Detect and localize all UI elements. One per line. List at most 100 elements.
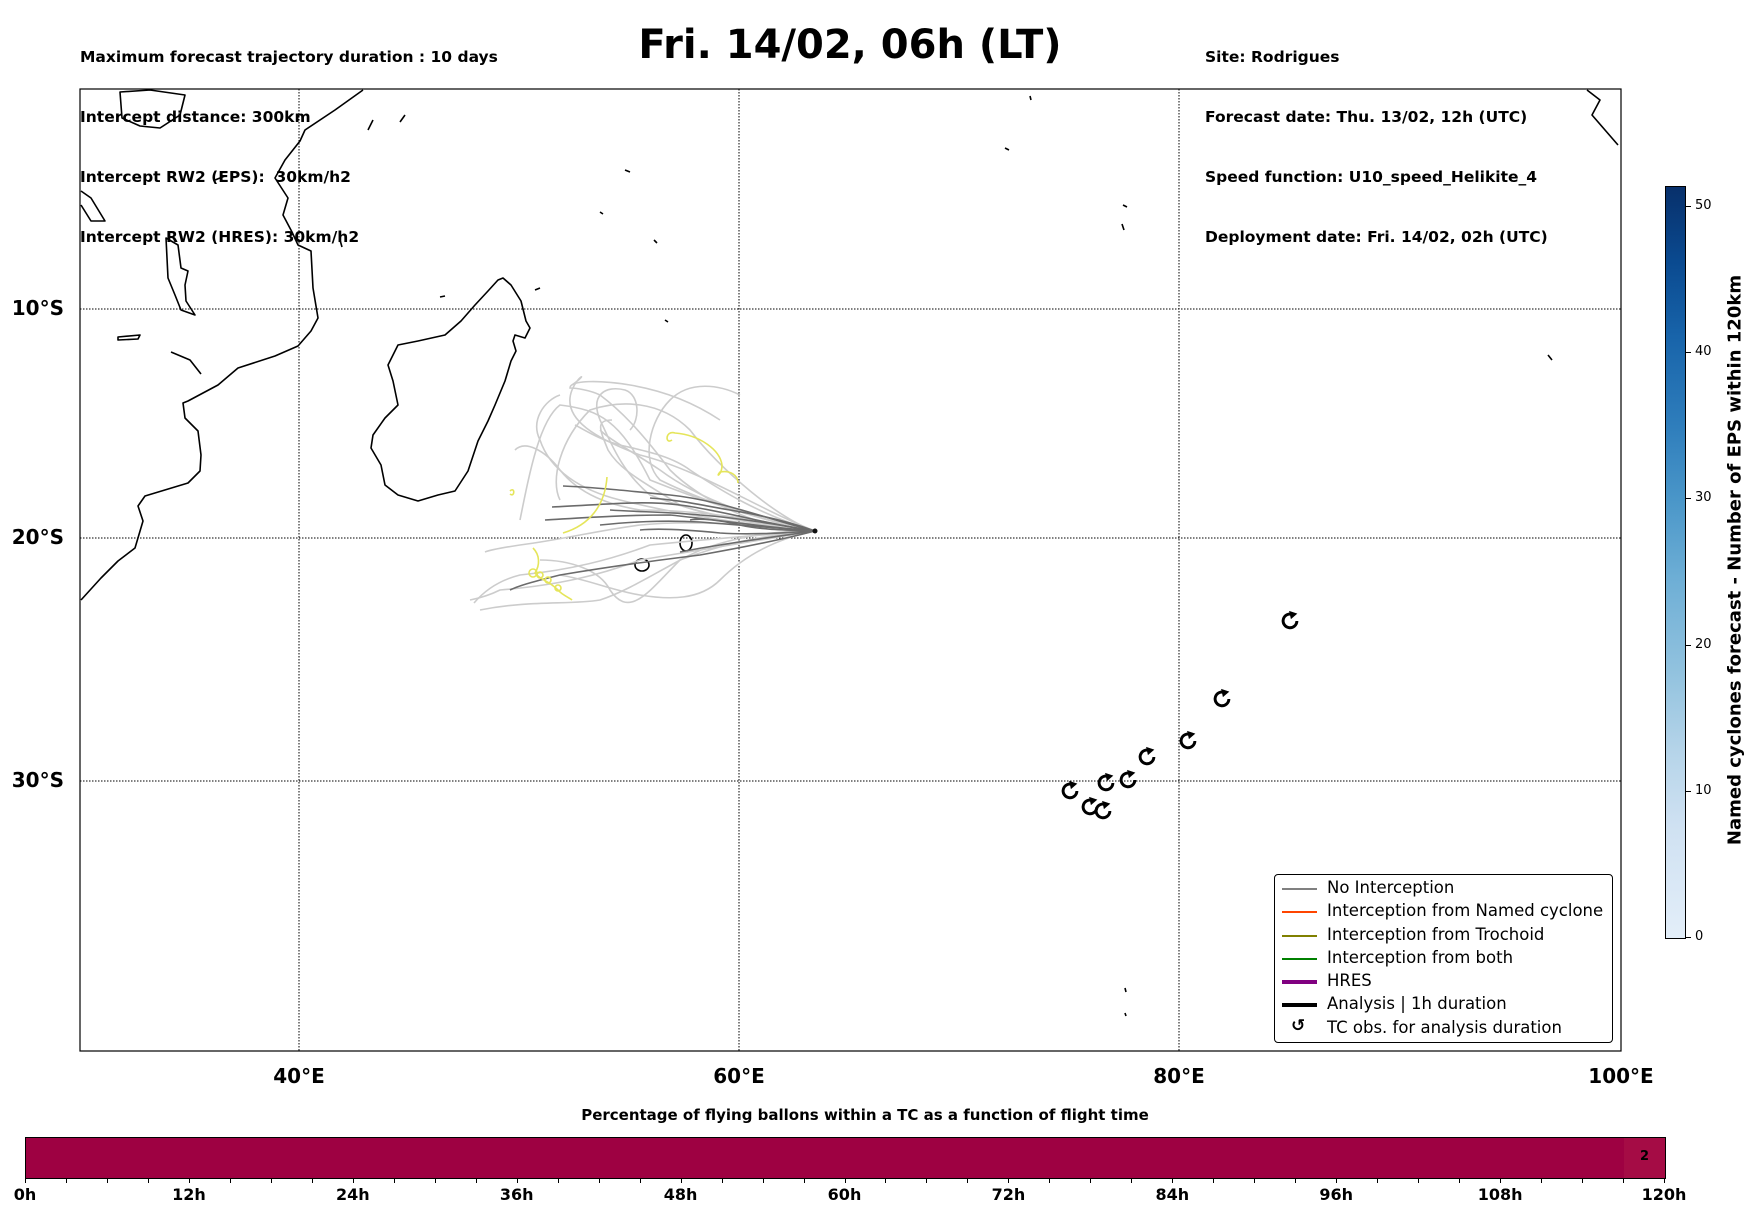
lake-kariba bbox=[170, 351, 202, 375]
axis-tick bbox=[721, 1178, 723, 1183]
trajectories-yellow bbox=[509, 431, 739, 601]
axis-tick bbox=[1336, 1178, 1338, 1183]
axis-tick bbox=[393, 1178, 395, 1183]
axis-tick bbox=[1295, 1178, 1297, 1183]
coastlines bbox=[80, 89, 1619, 1017]
colorbar-tick bbox=[1686, 790, 1691, 792]
colorbar-tick-label: 40 bbox=[1695, 344, 1712, 360]
small-islands bbox=[534, 147, 1010, 323]
axis-tick-label: 120h bbox=[1641, 1185, 1687, 1204]
flight-time-bar: 2 bbox=[25, 1137, 1666, 1179]
axis-tick bbox=[147, 1178, 149, 1183]
colorbar-tick bbox=[1686, 644, 1691, 646]
axis-tick bbox=[967, 1178, 969, 1183]
colorbar-tick bbox=[1686, 498, 1691, 500]
axis-tick bbox=[1623, 1178, 1625, 1183]
tc-obs-icon bbox=[1061, 779, 1079, 800]
colorbar bbox=[1665, 186, 1686, 939]
trajectories-light bbox=[469, 376, 816, 611]
legend-item-no-interception: No Interception bbox=[1275, 877, 1612, 899]
tc-obs-icon: ↺ bbox=[1291, 1016, 1306, 1036]
legend-item-trochoid: Interception from Trochoid bbox=[1275, 924, 1612, 946]
axis-tick bbox=[639, 1178, 641, 1183]
legend-item-both: Interception from both bbox=[1275, 947, 1612, 969]
speed-function-text: Speed function: U10_speed_Helikite_4 bbox=[1205, 168, 1538, 186]
lat-label-10s: 10°S bbox=[11, 296, 64, 320]
mauritius bbox=[679, 534, 693, 552]
legend-line bbox=[1282, 911, 1317, 913]
axis-tick-label: 60h bbox=[827, 1185, 862, 1204]
axis-tick bbox=[557, 1178, 559, 1183]
axis-tick-label: 36h bbox=[499, 1185, 534, 1204]
lat-label-20s: 20°S bbox=[11, 525, 64, 549]
axis-tick-label: 24h bbox=[335, 1185, 370, 1204]
axis-tick bbox=[1541, 1178, 1543, 1183]
max-duration-text: Maximum forecast trajectory duration : 1… bbox=[80, 48, 498, 66]
axis-tick bbox=[1500, 1178, 1502, 1183]
legend-label: Analysis | 1h duration bbox=[1327, 994, 1507, 1013]
site-text: Site: Rodrigues bbox=[1205, 48, 1340, 66]
axis-tick bbox=[1418, 1178, 1420, 1183]
lon-label-40e: 40°E bbox=[273, 1064, 325, 1088]
tc-obs-icon bbox=[1179, 729, 1197, 750]
axis-tick-label: 0h bbox=[13, 1185, 37, 1204]
axis-tick-label: 84h bbox=[1155, 1185, 1190, 1204]
lake-small bbox=[117, 334, 141, 341]
axis-tick-label: 108h bbox=[1477, 1185, 1523, 1204]
lake-victoria bbox=[119, 89, 186, 129]
legend-item-analysis: Analysis | 1h duration bbox=[1275, 993, 1612, 1015]
axis-tick bbox=[680, 1178, 682, 1183]
axis-tick bbox=[1131, 1178, 1133, 1183]
legend-line bbox=[1282, 980, 1317, 984]
axis-tick bbox=[25, 1178, 26, 1183]
header-left-info: Maximum forecast trajectory duration : 1… bbox=[80, 7, 498, 267]
tc-obs-icon bbox=[1119, 768, 1137, 789]
tc-observations bbox=[1061, 609, 1299, 820]
legend-label: Interception from Named cyclone bbox=[1327, 901, 1604, 920]
tc-obs-icon bbox=[1094, 799, 1112, 820]
intercept-eps-text: Intercept RW2 (EPS): 30km/h2 bbox=[80, 168, 351, 186]
axis-tick bbox=[598, 1178, 600, 1183]
axis-tick bbox=[1008, 1178, 1010, 1183]
legend-line bbox=[1282, 958, 1317, 960]
axis-tick bbox=[1090, 1178, 1092, 1183]
colorbar-tick-label: 30 bbox=[1695, 490, 1712, 506]
legend-item-named-cyclone: Interception from Named cyclone bbox=[1275, 900, 1612, 922]
axis-tick-label: 12h bbox=[172, 1185, 206, 1204]
axis-tick bbox=[1459, 1178, 1461, 1183]
colorbar-tick-label: 0 bbox=[1695, 929, 1704, 944]
eps-trajectories bbox=[469, 376, 818, 611]
lon-label-60e: 60°E bbox=[713, 1064, 765, 1088]
colorbar-tick-label: 50 bbox=[1695, 198, 1712, 213]
legend-label: Interception from both bbox=[1327, 948, 1514, 967]
axis-tick bbox=[844, 1178, 846, 1183]
axis-tick bbox=[229, 1178, 231, 1183]
axis-tick bbox=[188, 1178, 190, 1183]
africa-coast bbox=[80, 89, 364, 601]
header-right-info: Site: Rodrigues Forecast date: Thu. 13/0… bbox=[1205, 7, 1548, 267]
legend-label: Interception from Trochoid bbox=[1327, 925, 1545, 944]
colorbar-tick bbox=[1686, 206, 1691, 207]
map-legend: No Interception Interception from Named … bbox=[1274, 874, 1613, 1043]
lake-malawi bbox=[165, 237, 196, 316]
colorbar-tick bbox=[1686, 352, 1691, 354]
bar-segment: 2 bbox=[1624, 1138, 1665, 1178]
axis-tick-label: 96h bbox=[1319, 1185, 1354, 1204]
trajectories-dark bbox=[509, 485, 816, 591]
madagascar-coast bbox=[370, 277, 531, 502]
colorbar-tick-label: 10 bbox=[1695, 782, 1712, 798]
axis-tick bbox=[762, 1178, 764, 1183]
map-frame bbox=[79, 88, 1622, 1052]
tc-obs-icon bbox=[1213, 687, 1231, 708]
axis-tick bbox=[270, 1178, 272, 1183]
colorbar-title: Named cyclones forecast - Number of EPS … bbox=[1724, 274, 1746, 846]
legend-item-hres: HRES bbox=[1275, 970, 1612, 992]
axis-tick bbox=[885, 1178, 887, 1183]
axis-tick-label: 48h bbox=[663, 1185, 698, 1204]
legend-label: No Interception bbox=[1327, 878, 1455, 897]
axis-tick bbox=[926, 1178, 928, 1183]
axis-tick bbox=[1213, 1178, 1215, 1183]
axis-tick bbox=[352, 1178, 354, 1183]
lon-label-80e: 80°E bbox=[1153, 1064, 1205, 1088]
legend-label: TC obs. for analysis duration bbox=[1327, 1018, 1562, 1037]
